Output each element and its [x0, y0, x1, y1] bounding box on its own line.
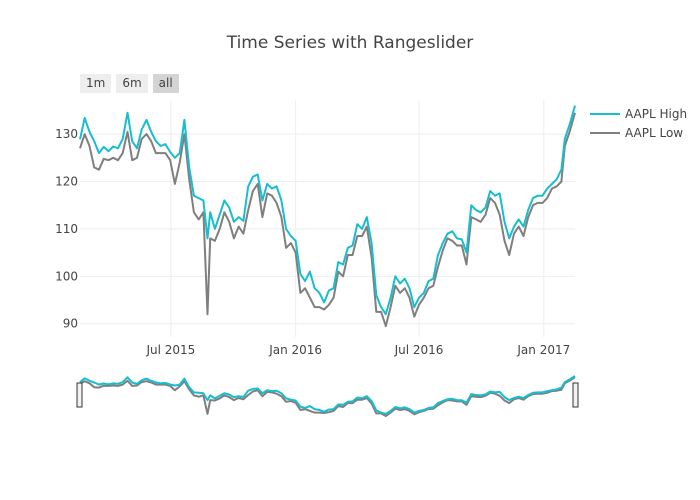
range-selector: 1m 6m all — [80, 74, 179, 93]
range-slider-background — [80, 373, 575, 423]
slider-line-high — [79, 375, 576, 415]
range-button-6m[interactable]: 6m — [116, 74, 148, 93]
legend-label-low: AAPL Low — [625, 126, 683, 140]
grid-lines — [80, 100, 575, 337]
y-axis: 90 100 110 120 130 — [55, 127, 78, 331]
x-tick-label: Jul 2015 — [145, 343, 195, 357]
range-slider-handle-left[interactable] — [76, 382, 83, 408]
range-button-all[interactable]: all — [152, 74, 179, 93]
series-line-low[interactable] — [79, 112, 576, 328]
y-tick-label: 120 — [55, 175, 78, 189]
legend-item-low[interactable]: AAPL Low — [590, 126, 683, 140]
range-slider-handle-right[interactable] — [572, 382, 579, 408]
x-axis: Jul 2015 Jan 2016 Jul 2016 Jan 2017 — [145, 343, 570, 357]
legend-label-high: AAPL High — [625, 107, 687, 121]
legend-item-high[interactable]: AAPL High — [590, 107, 687, 121]
slider-line-low — [79, 376, 576, 417]
chart-title: Time Series with Rangeslider — [226, 33, 474, 53]
y-tick-label: 90 — [63, 317, 78, 331]
range-button-1m[interactable]: 1m — [80, 74, 112, 93]
x-tick-label: Jan 2017 — [516, 343, 570, 357]
y-tick-label: 110 — [55, 222, 78, 236]
range-slider[interactable] — [76, 373, 579, 423]
y-tick-label: 130 — [55, 127, 78, 141]
series-line-high[interactable] — [79, 105, 576, 316]
x-tick-label: Jul 2016 — [394, 343, 444, 357]
y-tick-label: 100 — [55, 269, 78, 283]
range-slider-series — [79, 375, 576, 417]
legend: AAPL High AAPL Low — [590, 107, 687, 140]
plot-series[interactable] — [79, 105, 576, 328]
x-tick-label: Jan 2016 — [268, 343, 322, 357]
